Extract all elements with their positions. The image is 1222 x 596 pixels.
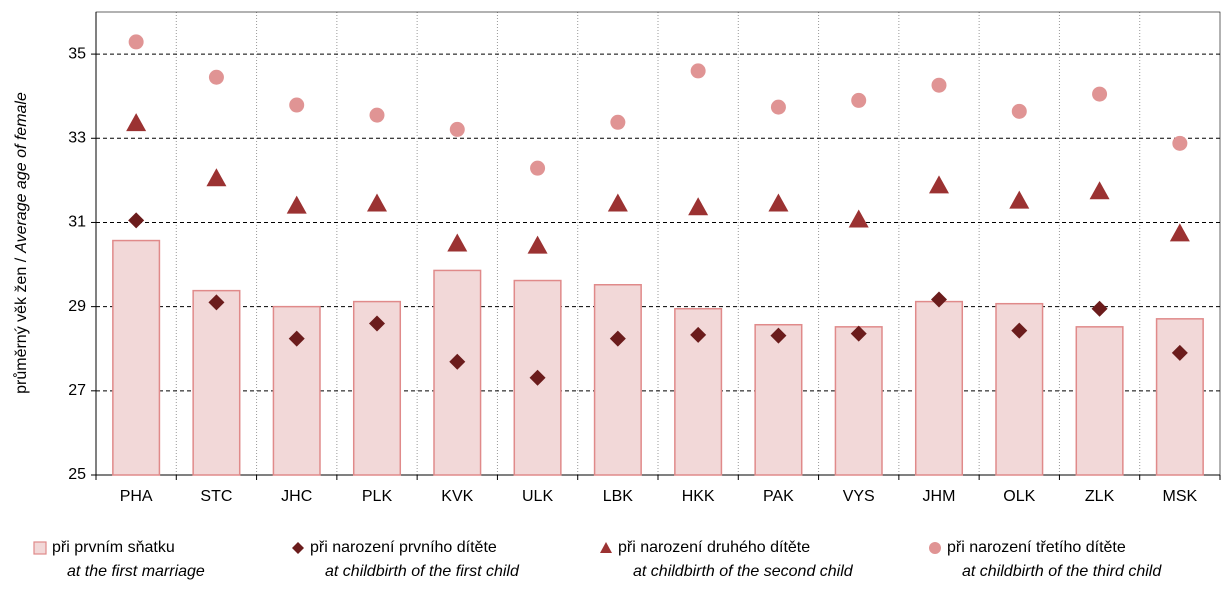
triangle-marker bbox=[929, 175, 949, 194]
diamond-marker bbox=[288, 330, 305, 347]
legend-icon bbox=[929, 542, 941, 554]
y-tick-label: 25 bbox=[68, 466, 86, 483]
x-tick-label: STC bbox=[200, 488, 232, 505]
diamond-marker bbox=[1011, 322, 1028, 339]
x-tick-label: VYS bbox=[843, 488, 875, 505]
y-tick-label: 27 bbox=[68, 382, 86, 399]
bar bbox=[433, 269, 482, 476]
bar bbox=[593, 283, 642, 476]
x-tick-label: JHC bbox=[281, 488, 312, 505]
triangle-marker bbox=[286, 195, 307, 214]
triangle-marker bbox=[126, 113, 147, 132]
circle-marker bbox=[289, 97, 305, 113]
circle-marker bbox=[369, 107, 385, 123]
series bbox=[128, 34, 1188, 176]
x-tick-label: PAK bbox=[763, 488, 794, 505]
triangle-marker bbox=[447, 233, 468, 252]
bar bbox=[1155, 318, 1204, 476]
diamond-marker bbox=[931, 291, 947, 308]
circle-marker bbox=[610, 114, 626, 130]
diamond-marker bbox=[449, 353, 466, 370]
legend-label: při narození třetího dítěte bbox=[947, 539, 1126, 556]
circle-marker bbox=[851, 92, 867, 108]
diamond-marker bbox=[770, 327, 787, 344]
x-tick-label: LBK bbox=[603, 488, 634, 505]
circle-marker bbox=[128, 34, 144, 50]
triangle-marker bbox=[1089, 181, 1110, 200]
diamond-marker bbox=[1171, 344, 1188, 361]
diamond-marker bbox=[369, 315, 385, 332]
circle-marker bbox=[530, 160, 546, 176]
x-tick-label: PHA bbox=[120, 488, 153, 505]
triangle-marker bbox=[848, 209, 869, 228]
x-tick-label: JHM bbox=[923, 488, 956, 505]
x-tick-label: OLK bbox=[1003, 488, 1035, 505]
circle-marker bbox=[449, 121, 465, 137]
circle-marker bbox=[931, 77, 947, 93]
bar bbox=[112, 239, 161, 476]
triangle-marker bbox=[607, 193, 628, 212]
legend-label-en: at childbirth of the first child bbox=[325, 563, 520, 580]
diamond-marker bbox=[128, 212, 145, 229]
triangle-marker bbox=[1169, 223, 1190, 242]
circle-marker bbox=[770, 99, 786, 115]
x-tick-label: ULK bbox=[522, 488, 553, 505]
y-label-cs: průměrný věk žen / bbox=[12, 257, 30, 394]
circle-marker bbox=[1011, 103, 1027, 119]
y-tick-label: 33 bbox=[68, 129, 86, 146]
bar bbox=[1075, 326, 1124, 476]
y-tick-label: 35 bbox=[68, 45, 86, 62]
circle-marker bbox=[1172, 135, 1188, 151]
x-tick-label: KVK bbox=[441, 488, 473, 505]
triangle-marker bbox=[527, 235, 548, 254]
legend-label: při prvním sňatku bbox=[52, 539, 175, 556]
triangle-marker bbox=[1009, 190, 1030, 209]
x-tick-label: MSK bbox=[1163, 488, 1198, 505]
triangle-marker bbox=[688, 197, 709, 216]
circle-marker bbox=[690, 63, 706, 79]
legend-label-en: at the first marriage bbox=[67, 563, 205, 580]
x-tick-label: PLK bbox=[362, 488, 393, 505]
bar bbox=[914, 300, 964, 476]
triangle-marker bbox=[367, 193, 387, 212]
series bbox=[112, 239, 1204, 476]
bar bbox=[754, 323, 803, 476]
circle-marker bbox=[208, 69, 224, 85]
legend-label-en: at childbirth of the second child bbox=[633, 563, 854, 580]
diamond-marker bbox=[609, 330, 626, 347]
y-tick-label: 31 bbox=[68, 214, 86, 231]
legend-icon bbox=[33, 541, 47, 555]
series bbox=[126, 113, 1190, 254]
legend-icon bbox=[292, 542, 304, 554]
y-label-en: Average age of female bbox=[13, 92, 30, 254]
legend-icon bbox=[600, 542, 612, 553]
x-tick-label: ZLK bbox=[1085, 488, 1115, 505]
diamond-marker bbox=[690, 326, 707, 343]
triangle-marker bbox=[206, 168, 227, 187]
x-tick-label: HKK bbox=[682, 488, 715, 505]
diamond-marker bbox=[208, 294, 225, 311]
diamond-marker bbox=[850, 325, 867, 342]
circle-marker bbox=[1092, 86, 1108, 102]
y-axis-label: průměrný věk žen / Average age of female bbox=[12, 92, 30, 394]
bar bbox=[834, 326, 883, 476]
y-tick-label: 29 bbox=[68, 298, 86, 315]
series bbox=[128, 212, 1188, 386]
legend-label: při narození prvního dítěte bbox=[310, 539, 497, 556]
bar bbox=[192, 289, 241, 476]
diamond-marker bbox=[529, 369, 546, 386]
diamond-marker bbox=[1091, 300, 1108, 317]
legend-label-en: at childbirth of the third child bbox=[962, 563, 1162, 580]
legend-label: při narození druhého dítěte bbox=[618, 539, 810, 556]
triangle-marker bbox=[768, 193, 789, 212]
